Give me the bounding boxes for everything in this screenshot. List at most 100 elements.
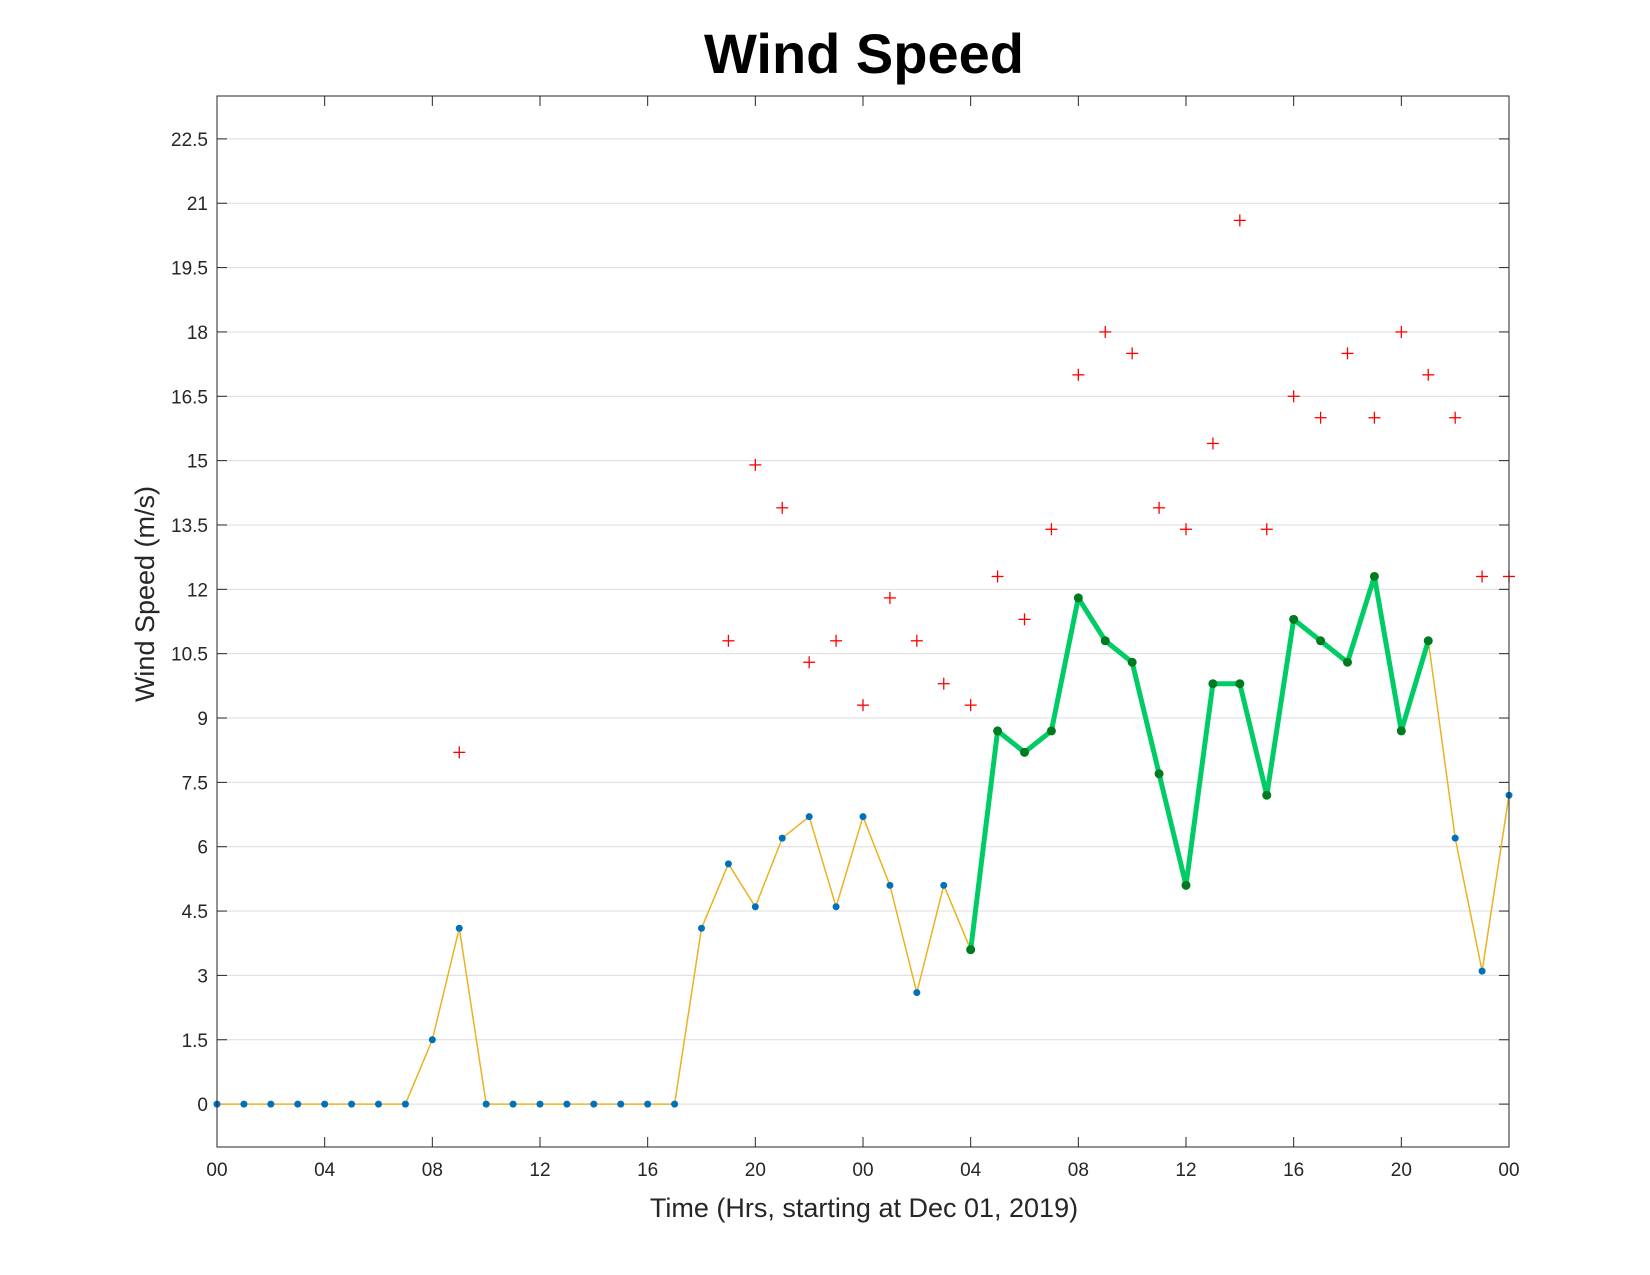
y-tick-label: 10.5: [171, 645, 208, 666]
chart-title: Wind Speed: [704, 22, 1024, 85]
y-tick-label: 16.5: [171, 387, 208, 408]
y-tick-label: 9: [197, 709, 208, 730]
y-tick-label: 18: [187, 323, 208, 344]
x-tick-label: 12: [529, 1160, 550, 1181]
data-point-highlight: [1423, 636, 1433, 646]
data-point-highlight: [1396, 726, 1406, 736]
y-tick-label: 4.5: [182, 902, 208, 923]
data-point-gust: [1476, 570, 1489, 583]
axes-frame: [216, 95, 1510, 1148]
data-point-gust: [1314, 411, 1327, 424]
data-point-wind-speed: [375, 1100, 382, 1108]
x-tick-label: 20: [1391, 1160, 1412, 1181]
y-tick-label: 0: [197, 1095, 208, 1116]
data-point-wind-speed: [536, 1100, 544, 1108]
y-tick-label: 1.5: [182, 1031, 208, 1052]
data-point-gust: [964, 699, 977, 712]
data-point-wind-speed: [509, 1100, 517, 1108]
data-point-wind-speed: [724, 860, 732, 868]
data-point-wind-speed: [886, 881, 894, 889]
data-point-gust: [749, 458, 762, 471]
data-point-gust: [1153, 501, 1166, 514]
data-point-gust: [453, 746, 466, 759]
data-point-gust: [1045, 523, 1058, 536]
data-point-gust: [776, 501, 789, 514]
x-tick-label: 12: [1175, 1160, 1196, 1181]
x-tick-label: 00: [206, 1160, 227, 1181]
data-point-wind-speed: [751, 903, 759, 911]
y-tick-label: 19.5: [171, 259, 208, 280]
data-point-wind-speed: [805, 813, 813, 821]
x-tick-label: 20: [745, 1160, 766, 1181]
data-point-gust: [883, 591, 896, 604]
data-point-highlight: [1235, 679, 1245, 689]
data-point-highlight: [1073, 593, 1083, 603]
data-point-gust: [857, 699, 869, 712]
data-point-wind-speed: [240, 1100, 248, 1108]
data-point-gust: [1395, 325, 1408, 338]
data-point-highlight: [966, 945, 976, 955]
x-tick-label: 08: [1068, 1160, 1089, 1181]
data-point-wind-speed: [590, 1100, 598, 1108]
data-point-wind-speed: [482, 1100, 490, 1108]
y-tick-label: 3: [197, 966, 208, 987]
data-point-highlight: [1154, 769, 1164, 779]
data-point-wind-speed: [321, 1100, 329, 1108]
x-axis-label: Time (Hrs, starting at Dec 01, 2019): [650, 1193, 1078, 1223]
data-point-gust: [1449, 411, 1462, 424]
data-point-gust: [1206, 437, 1219, 450]
x-tick-label: 16: [1283, 1160, 1304, 1181]
data-point-highlight: [993, 726, 1003, 736]
data-point-wind-speed: [778, 834, 786, 842]
x-tick-label: 08: [422, 1160, 443, 1181]
y-axis-label: Wind Speed (m/s): [130, 486, 160, 702]
data-point-gust: [722, 634, 735, 647]
y-tick-label: 15: [187, 452, 208, 473]
data-point-gust: [1099, 325, 1112, 338]
data-point-highlight: [1046, 726, 1056, 736]
data-point-wind-speed: [563, 1100, 571, 1108]
y-tick-label: 21: [187, 194, 208, 215]
data-point-gust: [937, 677, 950, 690]
series-line-highlight: [968, 574, 1431, 951]
data-point-wind-speed: [832, 903, 840, 911]
x-tick-label: 00: [852, 1160, 873, 1181]
data-point-wind-speed: [428, 1036, 436, 1044]
data-point-gust: [1018, 613, 1031, 626]
data-point-highlight: [1262, 790, 1272, 800]
y-tick-label: 22.5: [171, 130, 208, 151]
data-point-highlight: [1316, 636, 1326, 646]
axes-background: [217, 96, 1509, 1147]
data-point-gust: [1233, 214, 1246, 227]
data-point-highlight: [1127, 657, 1137, 667]
data-point-gust: [910, 634, 923, 647]
data-point-wind-speed: [294, 1100, 302, 1108]
y-tick-label: 13.5: [171, 516, 208, 537]
y-tick-label: 12: [187, 580, 208, 601]
data-point-highlight: [1208, 679, 1218, 689]
data-point-gust: [991, 570, 1004, 583]
data-point-gust: [1260, 523, 1273, 536]
data-point-gust: [1126, 347, 1139, 360]
y-tick-label: 6: [197, 838, 208, 859]
data-point-highlight: [1289, 614, 1299, 624]
data-point-gust: [803, 656, 816, 669]
data-point-highlight: [1369, 571, 1379, 581]
data-point-gust: [1341, 347, 1354, 360]
plot-area: 0 1.5 3 4.5 6 7.5 9 10.5 12 13.5 15 16.5 18 19.5 21 22.…: [171, 95, 1520, 1181]
y-tick-label: 7.5: [182, 773, 208, 794]
data-point-wind-speed: [698, 924, 705, 932]
data-point-wind-speed: [671, 1100, 679, 1108]
data-point-wind-speed: [617, 1100, 625, 1108]
x-tick-label: 04: [960, 1160, 982, 1181]
data-point-wind-speed: [1478, 967, 1486, 975]
data-point-highlight: [1020, 747, 1029, 757]
data-point-gust: [1180, 523, 1192, 536]
x-tick-label: 04: [314, 1160, 336, 1181]
data-point-gust: [1072, 368, 1085, 381]
x-tick-label: 00: [1498, 1160, 1519, 1181]
data-point-highlight: [1343, 657, 1352, 667]
data-point-highlight: [1181, 880, 1191, 890]
data-point-wind-speed: [348, 1100, 356, 1108]
